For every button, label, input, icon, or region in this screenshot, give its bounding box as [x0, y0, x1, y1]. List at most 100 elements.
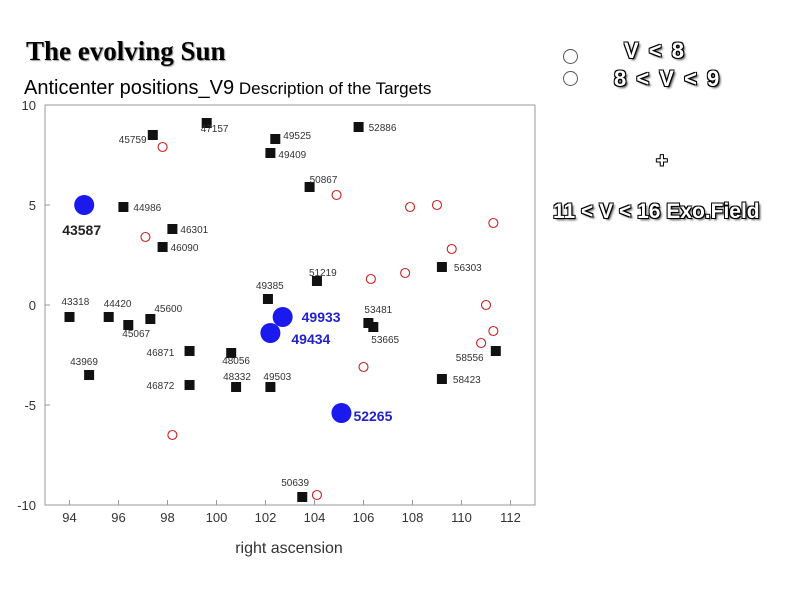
point-label: 49409: [278, 150, 306, 161]
point-label: 44986: [133, 203, 161, 214]
exo-field-point: [331, 189, 342, 201]
target-square-52886: [353, 122, 364, 132]
y-tick-label: -10: [17, 498, 36, 513]
bright-point-label: 43587: [62, 222, 101, 238]
x-axis-title: right ascension: [235, 540, 343, 557]
point-label: 49503: [263, 372, 291, 383]
bright-point-label: 52265: [353, 408, 392, 424]
y-tick-label: 0: [29, 298, 36, 313]
target-square-49503: [265, 382, 276, 392]
legend-circle-icon-v8: [563, 49, 578, 64]
point-label: 45759: [119, 135, 147, 146]
x-tick-label: 108: [402, 510, 424, 525]
legend-label-v8-9: 8 < V < 9: [614, 66, 722, 91]
x-tick-label: 106: [353, 510, 375, 525]
target-square-46872: [184, 380, 195, 390]
point-label: 48056: [222, 356, 250, 367]
exo-field-point: [480, 299, 492, 311]
bright-target-49434: [260, 323, 281, 343]
x-tick-label: 104: [304, 510, 326, 525]
x-tick-label: 100: [206, 510, 228, 525]
target-square-43318: [64, 312, 75, 322]
point-label: 46872: [147, 381, 175, 392]
exo-field-point: [365, 273, 376, 285]
target-square-48332: [231, 382, 242, 392]
point-label: 50867: [310, 175, 338, 186]
target-square-43969: [84, 370, 95, 380]
x-tick-label: 98: [160, 510, 174, 525]
exo-field-point: [311, 489, 323, 501]
legend-circle-icon-v8-9: [563, 71, 578, 86]
plot-frame: [44, 104, 536, 506]
exo-field-point: [488, 325, 499, 337]
exo-field-point: [400, 267, 411, 279]
point-label: 49385: [256, 281, 284, 292]
exo-field-point: [476, 337, 487, 349]
axis-ticks: 94 96 98 100 102 104 106 108 110 112 -10 -5 0 5 10: [17, 98, 521, 525]
y-tick-label: 5: [29, 198, 36, 213]
point-label: 48332: [223, 372, 251, 383]
point-label: 45600: [154, 304, 182, 315]
point-label: 53665: [371, 335, 399, 346]
target-square-44420: [103, 312, 114, 322]
point-label: 58556: [456, 353, 484, 364]
legend-label-exo-field: 11 < V < 16 Exo.Field: [553, 200, 760, 223]
bright-point-label: 49434: [291, 331, 330, 347]
x-tick-label: 110: [451, 510, 472, 525]
point-label: 46301: [180, 225, 208, 236]
bright-target-43587: [74, 195, 95, 215]
target-square-51219: [311, 276, 322, 286]
target-square-56303: [436, 262, 447, 272]
exo-field-point: [167, 429, 178, 441]
x-tick-label: 112: [500, 510, 521, 525]
target-square-58423: [436, 374, 447, 384]
point-label: 56303: [454, 263, 482, 274]
target-square-49525: [270, 134, 281, 144]
target-square-50867: [304, 182, 315, 192]
x-tick-label: 96: [111, 510, 125, 525]
target-square-45759: [147, 130, 158, 140]
bright-target-49933: [272, 307, 293, 327]
target-square-49409: [265, 148, 276, 158]
target-square-49385: [262, 294, 273, 304]
point-label: 53481: [364, 305, 392, 316]
exo-field-point: [358, 361, 369, 373]
exo-field-point: [431, 199, 443, 211]
legend-label-v8: V < 8: [624, 38, 686, 63]
point-label: 45067: [122, 329, 150, 340]
exo-field-point: [446, 243, 457, 255]
target-square-50639: [297, 492, 308, 502]
target-square-47157: [201, 118, 212, 128]
target-square-46090: [157, 242, 168, 252]
point-label: 44420: [104, 299, 132, 310]
point-label: 43969: [70, 357, 98, 368]
bright-point-label: 49933: [302, 309, 341, 325]
page-subtitle: Anticenter positions_V9 Description of t…: [24, 77, 431, 100]
target-square-45067: [123, 320, 134, 330]
target-square-45600: [145, 314, 156, 324]
point-label: 52886: [369, 123, 397, 134]
point-label: 51219: [309, 268, 337, 279]
subtitle-main: Anticenter positions_V9: [24, 77, 235, 99]
point-label: 49525: [283, 131, 311, 142]
target-square-53665: [368, 322, 379, 332]
y-tick-label: -5: [24, 398, 36, 413]
point-label: 46871: [147, 348, 175, 359]
exo-field-point: [140, 231, 151, 243]
target-square-58556: [490, 346, 501, 356]
target-square-46301: [167, 224, 178, 234]
target-square-44986: [118, 202, 129, 212]
x-tick-label: 94: [62, 510, 76, 525]
exo-field-point: [157, 141, 168, 153]
subtitle-description: Description of the Targets: [234, 79, 432, 98]
data-marks: 45759 47157 49525 49409 52886 50867 44986 46301…: [62, 118, 501, 502]
legend-plus: +: [656, 150, 668, 172]
bright-target-52265: [331, 403, 352, 423]
exo-field-point: [488, 217, 499, 229]
x-tick-label: 102: [255, 510, 277, 525]
point-label: 46090: [171, 243, 199, 254]
point-label: 50639: [281, 478, 309, 489]
target-square-48056: [226, 348, 237, 358]
point-label: 43318: [62, 297, 90, 308]
